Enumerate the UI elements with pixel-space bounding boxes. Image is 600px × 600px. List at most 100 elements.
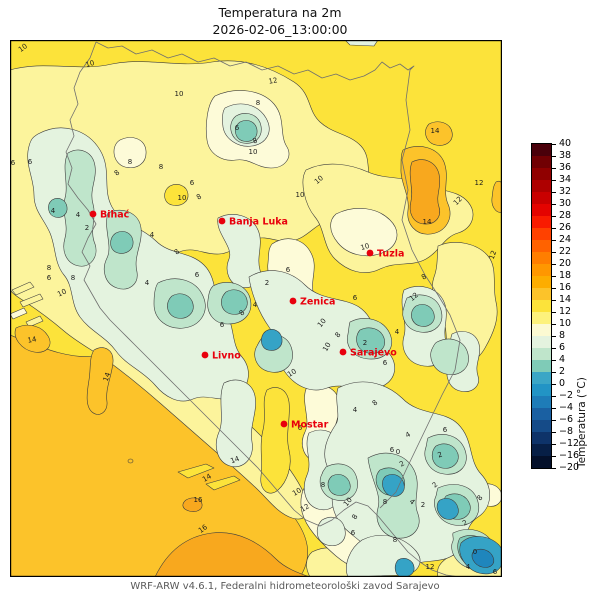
contour-label: 10 bbox=[85, 59, 96, 69]
colorbar-segment bbox=[532, 252, 551, 264]
colorbar: 40 38 36 34 32 30 28 26 24 22 20 18 16 14 12 10 8 6 4 2 0 −2−… bbox=[531, 138, 600, 473]
contour-label: 0 bbox=[396, 448, 400, 456]
contour-label: 10 bbox=[249, 148, 258, 156]
colorbar-tick-mark bbox=[552, 204, 556, 205]
contour-label: 8 bbox=[475, 494, 484, 503]
contour-label: 10 bbox=[360, 242, 371, 252]
contour-label: 2 bbox=[421, 501, 425, 509]
contour-label: 10 bbox=[286, 367, 298, 378]
colorbar-segment bbox=[532, 372, 551, 384]
colorbar-tick-mark bbox=[552, 300, 556, 301]
contour-label: 14 bbox=[229, 455, 241, 466]
colorbar-tick-label: −4 bbox=[559, 402, 574, 413]
contour-label: 2 bbox=[363, 339, 367, 347]
colorbar-segment bbox=[532, 228, 551, 240]
colorbar-segment bbox=[532, 420, 551, 432]
region-14-16-ne bbox=[491, 180, 502, 213]
region-2-4 bbox=[110, 231, 134, 254]
colorbar-tick-label: 32 bbox=[559, 186, 572, 197]
region-0-2 bbox=[436, 498, 459, 520]
colorbar-tick-mark bbox=[552, 336, 556, 337]
colorbar-tick-mark bbox=[552, 240, 556, 241]
colorbar-segment bbox=[532, 180, 551, 192]
city-marker bbox=[89, 210, 97, 218]
colorbar-segments bbox=[531, 143, 552, 469]
colorbar-segment bbox=[532, 456, 551, 468]
city-marker bbox=[366, 249, 374, 257]
contour-label: 12 bbox=[452, 195, 464, 207]
contour-label: 6 bbox=[351, 529, 356, 537]
contour-label: 8 bbox=[173, 247, 182, 256]
colorbar-tick-mark bbox=[552, 276, 556, 277]
contour-label: 6 bbox=[195, 271, 200, 279]
contour-label: 10 bbox=[291, 486, 303, 497]
contour-label: 6 bbox=[493, 568, 498, 576]
colorbar-tick-label: 28 bbox=[559, 210, 572, 221]
colorbar-tick-mark bbox=[552, 396, 556, 397]
country-border-north-east bbox=[95, 41, 461, 509]
contour-label: 8 bbox=[238, 308, 247, 317]
title-line2: 2026-02-06_13:00:00 bbox=[212, 21, 348, 37]
region-2-4 bbox=[411, 304, 435, 327]
colorbar-label: Temperatura (°C) bbox=[576, 377, 588, 468]
country-border-west bbox=[65, 41, 461, 577]
region-2-4 bbox=[431, 443, 459, 469]
colorbar-segment bbox=[532, 384, 551, 396]
contour-label: 16 bbox=[194, 496, 203, 504]
colorbar-segment bbox=[532, 156, 551, 168]
colorbar-tick-label: −16 bbox=[559, 450, 580, 461]
contour-label: 4 bbox=[76, 211, 81, 219]
contour-label: 4 bbox=[253, 301, 258, 309]
contour-label: 4 bbox=[150, 231, 155, 239]
colorbar-tick-label: 8 bbox=[559, 330, 566, 341]
colorbar-segment bbox=[532, 444, 551, 456]
contour-label: 8 bbox=[159, 163, 163, 171]
contour-label: 12 bbox=[475, 179, 484, 187]
region-6-8 bbox=[344, 40, 379, 47]
contour-label: 16 bbox=[197, 523, 209, 535]
contour-label: 8 bbox=[383, 498, 387, 506]
colorbar-tick-mark bbox=[552, 360, 556, 361]
colorbar-tick-label: 30 bbox=[559, 198, 572, 209]
islet bbox=[127, 458, 134, 464]
region-12-14-mostar-finger bbox=[260, 387, 291, 494]
colorbar-tick-label: 4 bbox=[559, 354, 566, 365]
contour-label: 6 bbox=[11, 159, 16, 167]
island bbox=[11, 281, 35, 296]
contour-label: 8 bbox=[195, 192, 203, 201]
region-16-18-ne bbox=[409, 159, 441, 225]
contour-label: 14 bbox=[423, 218, 432, 226]
colorbar-tick-mark bbox=[552, 228, 556, 229]
contour-label: 12 bbox=[268, 76, 278, 85]
contour-label: 8 bbox=[256, 99, 260, 107]
colorbar-tick-label: −2 bbox=[559, 390, 574, 401]
contour-label: 6 bbox=[286, 266, 291, 274]
colorbar-tick-label: 10 bbox=[559, 318, 572, 329]
city-label: Livno bbox=[212, 351, 241, 362]
coastal-region-14 bbox=[14, 324, 51, 353]
colorbar-segment bbox=[532, 192, 551, 204]
colorbar-segment bbox=[532, 360, 551, 372]
contour-label: 8 bbox=[71, 274, 75, 282]
colorbar-segment bbox=[532, 264, 551, 276]
colorbar-tick-mark bbox=[552, 420, 556, 421]
colorbar-tick-label: 16 bbox=[559, 282, 572, 293]
city-marker bbox=[201, 351, 209, 359]
contour-label: 10 bbox=[321, 341, 332, 353]
contour-label: 14 bbox=[102, 371, 113, 383]
title-line1: Temperatura na 2m bbox=[218, 5, 342, 20]
island bbox=[205, 475, 241, 491]
contour-label: 6 bbox=[298, 424, 303, 432]
colorbar-tick-label: −12 bbox=[559, 438, 580, 449]
contour-label: 8 bbox=[333, 331, 342, 340]
sea-blob-16 bbox=[182, 497, 203, 512]
colorbar-tick-label: 22 bbox=[559, 246, 572, 257]
contour-label: 10 bbox=[175, 90, 184, 98]
city-markers: Bihać Banja Luka Tuzla Zenica Livno Sarajevo M… bbox=[89, 210, 404, 431]
contour-label: 4 bbox=[353, 406, 358, 414]
contour-label: 4 bbox=[404, 430, 412, 439]
colorbar-tick-mark bbox=[552, 468, 556, 469]
colorbar-tick-label: −8 bbox=[559, 426, 574, 437]
